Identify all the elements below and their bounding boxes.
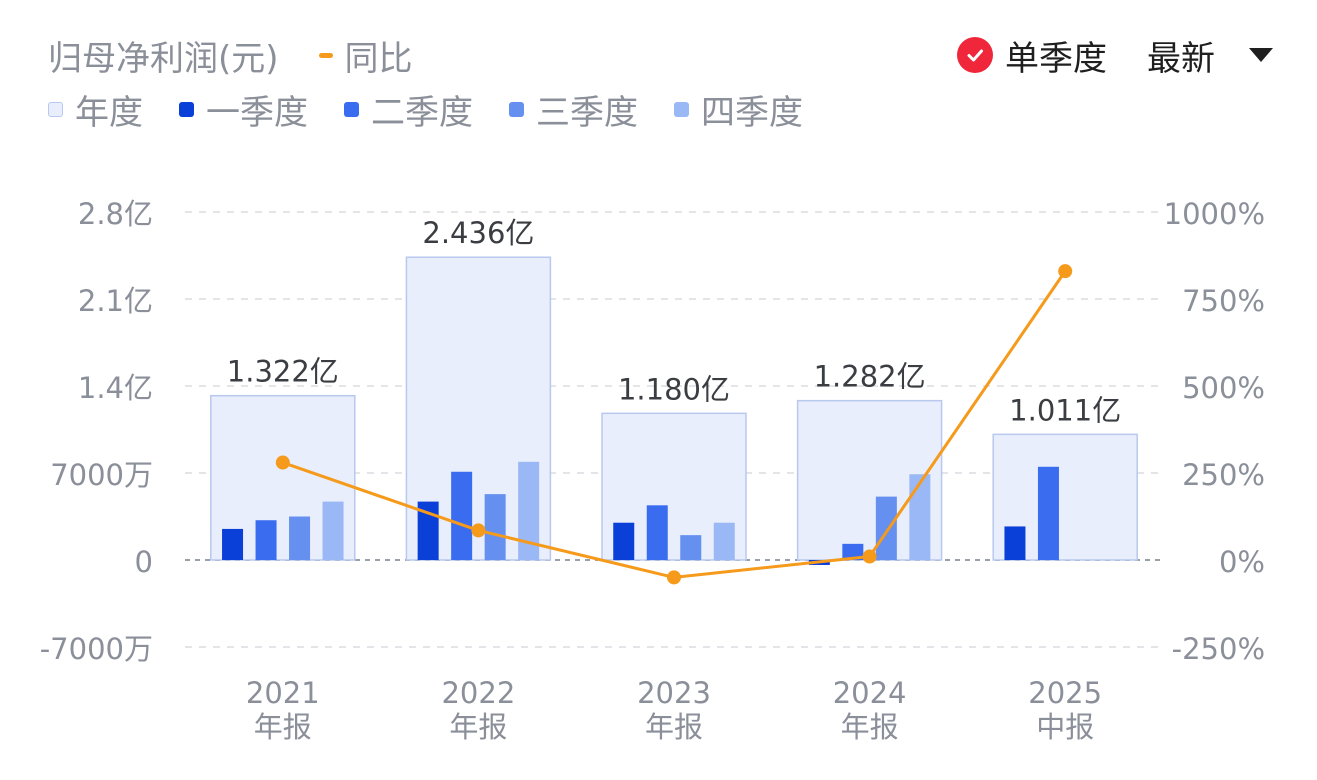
annual-value-label: 2.436亿 [422, 216, 534, 250]
yoy-legend-label: 同比 [344, 38, 413, 79]
y-left-tick-label: 7000万 [50, 458, 153, 492]
quarter-bar-q2 [842, 543, 864, 560]
legend-item-annual[interactable]: 年度 [48, 85, 143, 134]
x-tick-year-label: 2022 [441, 676, 515, 710]
single-quarter-toggle-label[interactable]: 单季度 [1005, 38, 1107, 79]
quarter-bar-q1 [222, 528, 244, 560]
check-circle-icon[interactable] [957, 37, 993, 73]
y-left-tick-label: 2.1亿 [78, 284, 153, 318]
legend-swatch-q3 [509, 101, 524, 117]
x-tick-kind-label: 年报 [841, 710, 899, 744]
quarter-bar-q3 [289, 516, 311, 560]
y-right-tick-label: 1000% [1164, 197, 1265, 231]
legend-label-q3: 三季度 [536, 92, 638, 133]
annual-value-label: 1.011亿 [1009, 393, 1121, 427]
annual-value-label: 1.282亿 [814, 360, 926, 394]
yoy-point [471, 523, 486, 538]
chart-title: 归母净利润(元) [48, 38, 279, 79]
y-right-tick-label: 500% [1182, 371, 1265, 405]
x-tick-year-label: 2024 [833, 676, 907, 710]
yoy-point [667, 570, 681, 585]
y-right-tick-label: 0% [1219, 545, 1265, 579]
quarter-bar-q3 [680, 535, 702, 560]
yoy-line-swatch [318, 52, 333, 58]
x-tick-kind-label: 年报 [254, 710, 312, 744]
legend-item-q3[interactable]: 三季度 [509, 85, 638, 134]
quarter-bar-q4 [322, 501, 344, 560]
x-tick-kind-label: 中报 [1036, 710, 1094, 744]
series-legend: 年度 一季度 二季度 三季度 四季度 [48, 85, 839, 134]
legend-swatch-q2 [344, 101, 359, 117]
yoy-legend[interactable]: 同比 [318, 31, 413, 80]
x-tick-year-label: 2023 [637, 676, 711, 710]
caret-down-icon [1249, 48, 1273, 62]
legend-swatch-q4 [674, 101, 689, 117]
x-tick-kind-label: 年报 [645, 710, 703, 744]
chart-controls: 单季度 最新 [957, 30, 1273, 80]
quarter-bar-q2 [451, 471, 473, 560]
legend-swatch-q1 [179, 101, 194, 117]
y-left-tick-label: -7000万 [40, 632, 153, 666]
legend-label-q2: 二季度 [371, 92, 473, 133]
y-right-tick-label: -250% [1172, 632, 1265, 666]
annual-value-label: 1.180亿 [618, 372, 730, 406]
quarter-bar-q1 [1004, 526, 1026, 560]
quarter-bar-q2 [1037, 466, 1059, 560]
legend-item-q2[interactable]: 二季度 [344, 85, 473, 134]
annual-value-label: 1.322亿 [227, 355, 339, 389]
y-left-tick-label: 2.8亿 [78, 197, 153, 231]
chart-header: 归母净利润(元) 同比 [48, 30, 413, 80]
period-dropdown-label: 最新 [1147, 38, 1215, 79]
yoy-point [862, 549, 877, 564]
y-left-tick-label: 0 [135, 545, 153, 579]
legend-item-q4[interactable]: 四季度 [674, 85, 803, 134]
legend-label-q1: 一季度 [206, 92, 308, 133]
quarter-bar-q4 [518, 461, 540, 560]
x-tick-kind-label: 年报 [449, 710, 507, 744]
legend-label-annual: 年度 [75, 92, 143, 133]
x-tick-year-label: 2021 [246, 676, 320, 710]
y-left-tick-label: 1.4亿 [78, 371, 153, 405]
yoy-point [275, 455, 290, 470]
legend-label-q4: 四季度 [701, 92, 803, 133]
quarter-bar-q1 [613, 522, 635, 560]
legend-item-q1[interactable]: 一季度 [179, 85, 308, 134]
quarter-bar-q4 [909, 474, 931, 560]
quarter-bar-q3 [875, 496, 897, 560]
quarter-bar-q3 [484, 494, 506, 560]
quarter-bar-q4 [713, 522, 735, 560]
legend-swatch-annual [48, 101, 63, 117]
yoy-point [1058, 264, 1073, 279]
x-tick-year-label: 2025 [1028, 676, 1102, 710]
quarter-bar-q2 [646, 505, 668, 560]
y-right-tick-label: 750% [1182, 284, 1265, 318]
period-dropdown[interactable]: 最新 [1147, 31, 1273, 80]
y-right-tick-label: 250% [1182, 458, 1265, 492]
quarter-bar-q2 [255, 520, 277, 560]
